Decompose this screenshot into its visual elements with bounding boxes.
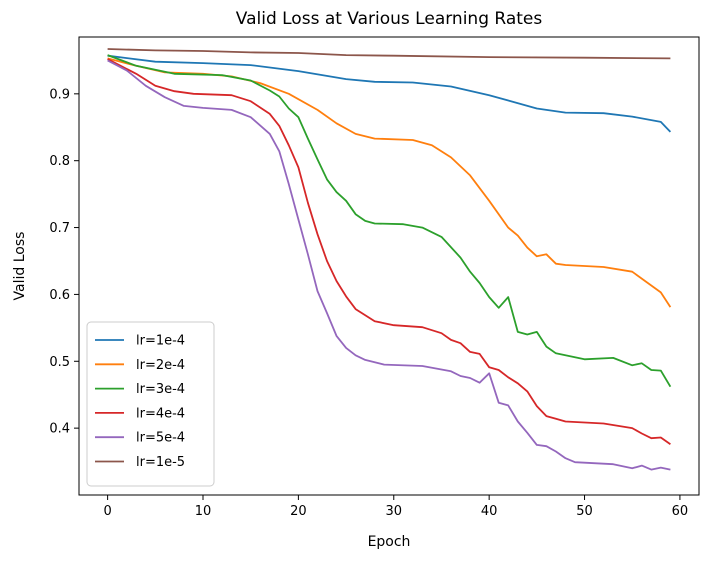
legend-label-lr-3e-4: lr=3e-4 [136,382,185,397]
x-tick-label: 40 [481,504,498,519]
x-axis-ticks: 0 10 20 30 40 50 60 [103,495,688,519]
y-tick-label: 0.5 [49,355,70,370]
x-tick-label: 10 [195,504,212,519]
legend-label-lr-4e-4: lr=4e-4 [136,406,185,421]
series-lines [107,48,672,471]
plot-frame [78,36,700,496]
y-tick-label: 0.7 [49,221,70,236]
x-tick-label: 50 [576,504,593,519]
legend: lr=1e-4 lr=2e-4 lr=3e-4 lr=4e-4 lr=5e-4 lr=1e… [86,321,215,487]
y-tick-label: 0.8 [49,154,70,169]
legend-box [86,321,215,487]
legend-label-lr-2e-4: lr=2e-4 [136,358,185,373]
legend-label-lr-5e-4: lr=5e-4 [136,431,185,446]
x-tick-label: 60 [672,504,689,519]
x-tick-label: 0 [103,504,111,519]
chart-title: Valid Loss at Various Learning Rates [236,9,543,29]
x-tick-label: 30 [385,504,402,519]
legend-label-lr-1e-4: lr=1e-4 [136,334,185,349]
y-tick-label: 0.4 [49,422,70,437]
y-axis-label: Valid Loss [12,232,28,301]
series-line-lr-1e-5 [107,48,671,60]
y-tick-label: 0.9 [49,87,70,102]
x-tick-label: 20 [290,504,307,519]
series-line-lr-3e-4 [107,54,672,388]
y-tick-label: 0.6 [49,288,70,303]
series-line-lr-2e-4 [107,57,672,308]
y-axis-ticks: 0.4 0.5 0.6 0.7 0.8 0.9 [49,87,79,437]
legend-label-lr-1e-5: lr=1e-5 [136,455,185,470]
series-line-lr-4e-4 [107,58,671,445]
x-axis-label: Epoch [368,534,411,550]
series-line-lr-1e-4 [107,54,672,133]
series-line-lr-5e-4 [107,59,671,471]
